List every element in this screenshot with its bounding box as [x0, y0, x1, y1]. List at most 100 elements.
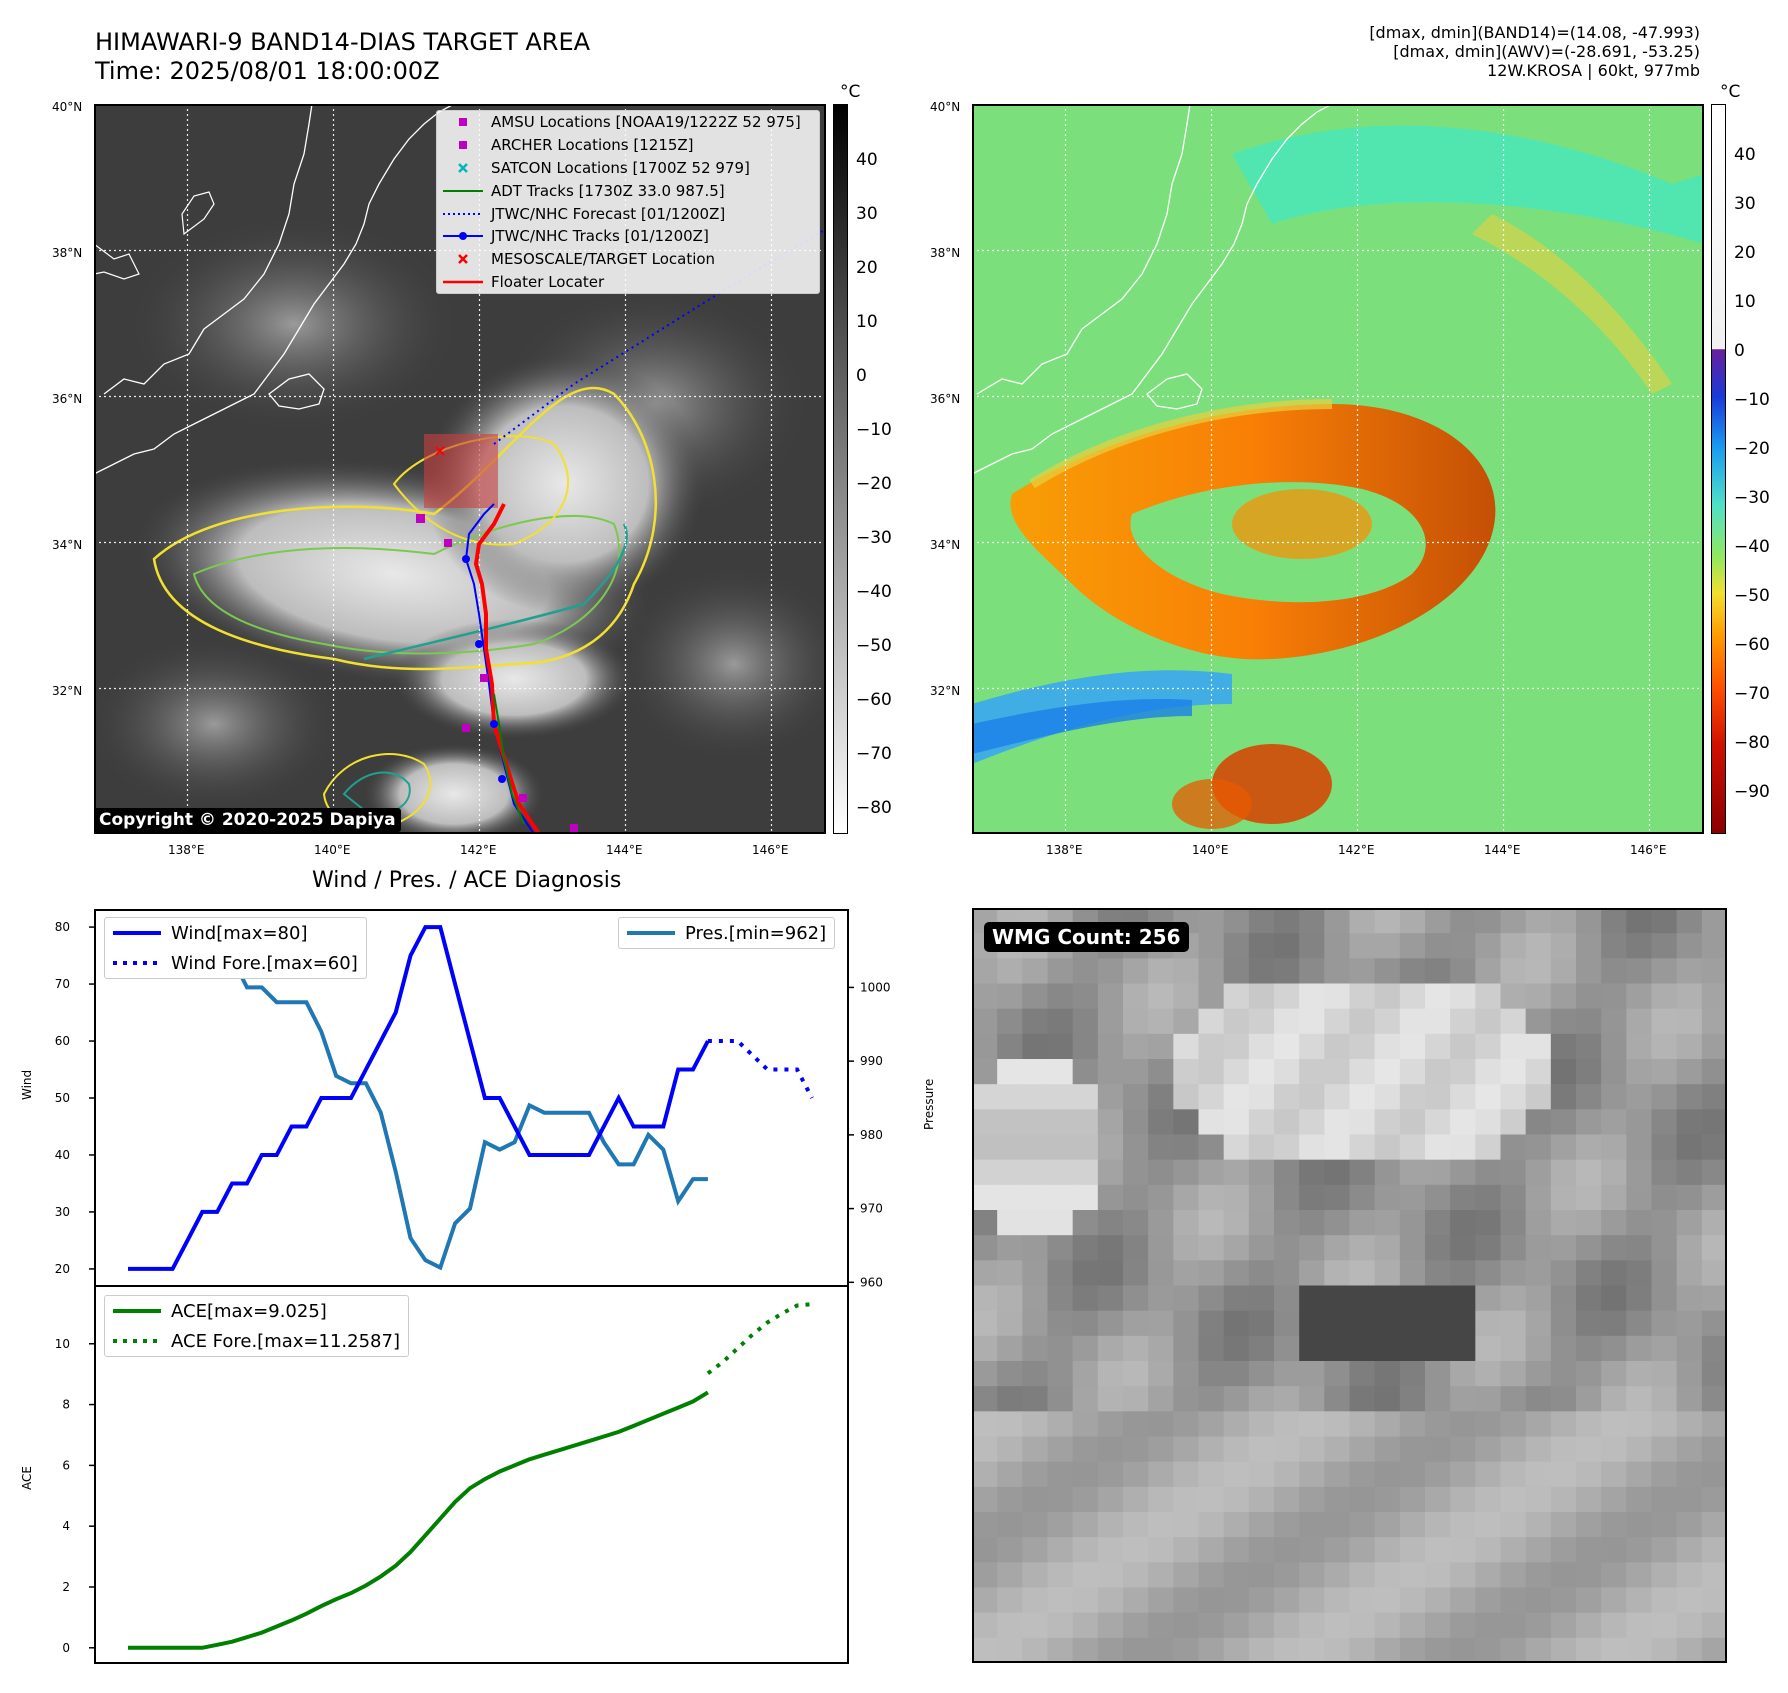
wmg-cell [1500, 1587, 1527, 1614]
wmg-cell [1425, 983, 1451, 1010]
wmg-cell [1576, 1033, 1602, 1060]
wmg-cell [1576, 1386, 1602, 1412]
wmg-cell [1274, 1411, 1300, 1438]
wmg-cell [1651, 1411, 1678, 1438]
wmg-cell [1173, 1033, 1200, 1060]
wmg-cell [1299, 1260, 1325, 1287]
wmg-cell [1173, 958, 1200, 985]
wmg-cell [1399, 1159, 1426, 1186]
info-line-band14: [dmax, dmin](BAND14)=(14.08, -47.993) [1369, 23, 1700, 42]
wv-lon-label: 140°E [1192, 843, 1229, 857]
wmg-cell [972, 1436, 998, 1463]
wmg-cell [1525, 1008, 1552, 1035]
wmg-cell [1248, 1033, 1275, 1060]
wmg-cell [997, 1159, 1023, 1186]
wmg-cell [997, 1512, 1023, 1538]
wmg-cell [1651, 1210, 1678, 1236]
wind-series-line [128, 925, 710, 1271]
wmg-cell [1399, 1008, 1426, 1035]
wmg-cell [1198, 983, 1225, 1010]
wv-lon-label: 138°E [1046, 843, 1083, 857]
wmg-cell [1701, 1109, 1727, 1136]
wmg-cell [997, 1537, 1023, 1563]
wmg-cell [1576, 1537, 1602, 1563]
wmg-cell [1651, 1361, 1678, 1387]
wmg-cell [1223, 1637, 1250, 1663]
wmg-cell [1374, 1033, 1401, 1060]
wmg-cell [1450, 1486, 1476, 1513]
wmg-cell [1123, 1612, 1149, 1639]
wmg-cell [1097, 1512, 1124, 1538]
wmg-cell [1425, 1109, 1451, 1136]
wmg-cell [1299, 1109, 1325, 1136]
wmg-cell [1601, 958, 1627, 985]
wmg-cell [1601, 1285, 1627, 1312]
wind-axis-tick-label: 40 [55, 1148, 70, 1162]
legend-item-adt: ADT Tracks [1730Z 33.0 987.5] [437, 179, 819, 202]
wmg-cell [972, 1562, 998, 1589]
wmg-cell [1022, 1587, 1049, 1614]
ace-axis-tick-label: 4 [62, 1519, 70, 1533]
wmg-cell [1399, 1562, 1426, 1589]
wmg-cell [1223, 1109, 1250, 1136]
wmg-cell [1198, 1436, 1225, 1463]
wmg-cell [1651, 983, 1678, 1010]
wmg-cell [1450, 933, 1476, 959]
wmg-cell [1676, 1235, 1703, 1261]
wmg-cell [1475, 1335, 1502, 1362]
wmg-cell [1097, 958, 1124, 985]
wmg-cell [1550, 1059, 1577, 1085]
wmg-cell [1173, 1512, 1200, 1538]
wmg-cell [1349, 1260, 1376, 1287]
wmg-cell [1425, 1235, 1451, 1261]
wmg-cell [1576, 1587, 1602, 1614]
wmg-cell [1450, 1109, 1476, 1136]
wmg-cell [1500, 908, 1527, 934]
wmg-cell [1651, 1260, 1678, 1287]
wmg-cell [1374, 1210, 1401, 1236]
wmg-cell [1450, 1134, 1476, 1161]
wmg-cell [997, 1109, 1023, 1136]
wmg-cell [1701, 1235, 1727, 1261]
wmg-cell [1450, 1260, 1476, 1287]
wmg-cell [1123, 1159, 1149, 1186]
wmg-cell [1626, 1059, 1653, 1085]
wmg-cell [972, 1134, 998, 1161]
wmg-cell [1475, 1637, 1502, 1663]
wmg-cell [1274, 1386, 1300, 1412]
wmg-cell [1425, 1210, 1451, 1236]
wmg-cell [1676, 1059, 1703, 1085]
wind-axis-tick-label: 60 [55, 1034, 70, 1048]
wmg-cell [1576, 1260, 1602, 1287]
wmg-cell [1626, 1260, 1653, 1287]
wmg-cell [1601, 933, 1627, 959]
wv-colorbar-tick: −60 [1734, 635, 1770, 655]
wmg-cell [1676, 1486, 1703, 1513]
wmg-cell [1173, 1008, 1200, 1035]
wmg-cell [1651, 1184, 1678, 1211]
wmg-cell [1248, 1486, 1275, 1513]
wmg-cell [1223, 908, 1250, 934]
wmg-cell [1500, 1184, 1527, 1211]
wmg-cell [972, 958, 998, 985]
wmg-cell [1450, 1285, 1476, 1312]
wmg-cell [1550, 1084, 1577, 1110]
wmg-cell [1198, 1637, 1225, 1663]
wmg-cell [1626, 933, 1653, 959]
wmg-cell [1349, 1411, 1376, 1438]
wmg-cell [1701, 1310, 1727, 1337]
wmg-cell [1475, 983, 1502, 1010]
timeseries-chart: 20 30 40 50 60 70 80 960 970 980 990 1000 0 2 4 6 8 10 [55, 909, 891, 1664]
wmg-cell [997, 1486, 1023, 1513]
wv-colorbar [1711, 104, 1726, 834]
wmg-cell [1022, 1285, 1049, 1312]
wmg-cell [1223, 1436, 1250, 1463]
wmg-cell [1349, 983, 1376, 1010]
line-marker-icon [443, 280, 483, 284]
wmg-cell [1274, 1310, 1300, 1337]
wmg-cell [1550, 1210, 1577, 1236]
wmg-cell [1399, 1235, 1426, 1261]
wmg-cell [1399, 1361, 1426, 1387]
wmg-cell [1299, 1008, 1325, 1035]
wmg-cell [1525, 1235, 1552, 1261]
